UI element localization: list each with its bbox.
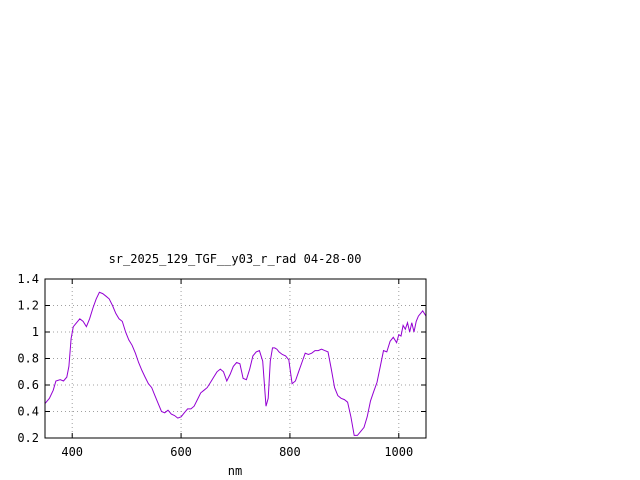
- x-tick-label: 600: [170, 445, 192, 459]
- y-tick-label: 1.2: [17, 299, 39, 313]
- series-layer: [44, 291, 427, 436]
- y-tick-label: 0.4: [17, 405, 39, 419]
- y-tick-label: 0.6: [17, 378, 39, 392]
- x-tick-label: 400: [61, 445, 83, 459]
- plot-frame: [44, 278, 427, 439]
- ticks: [45, 278, 426, 439]
- y-tick-label: 1.4: [17, 272, 39, 286]
- y-tick-label: 0.8: [17, 352, 39, 366]
- x-tick-labels: 400 600 800 1000: [61, 445, 413, 459]
- grid-lines: [45, 279, 426, 438]
- x-axis-label: nm: [228, 464, 242, 478]
- x-tick-label: 800: [279, 445, 301, 459]
- y-tick-label: 1: [32, 325, 39, 339]
- y-tick-labels: 0.2 0.4 0.6 0.8 1 1.2 1.4: [17, 272, 39, 445]
- chart-title: sr_2025_129_TGF__y03_r_rad 04-28-00: [109, 252, 362, 266]
- x-tick-label: 1000: [384, 445, 413, 459]
- series-line: [44, 291, 427, 436]
- y-tick-label: 0.2: [17, 431, 39, 445]
